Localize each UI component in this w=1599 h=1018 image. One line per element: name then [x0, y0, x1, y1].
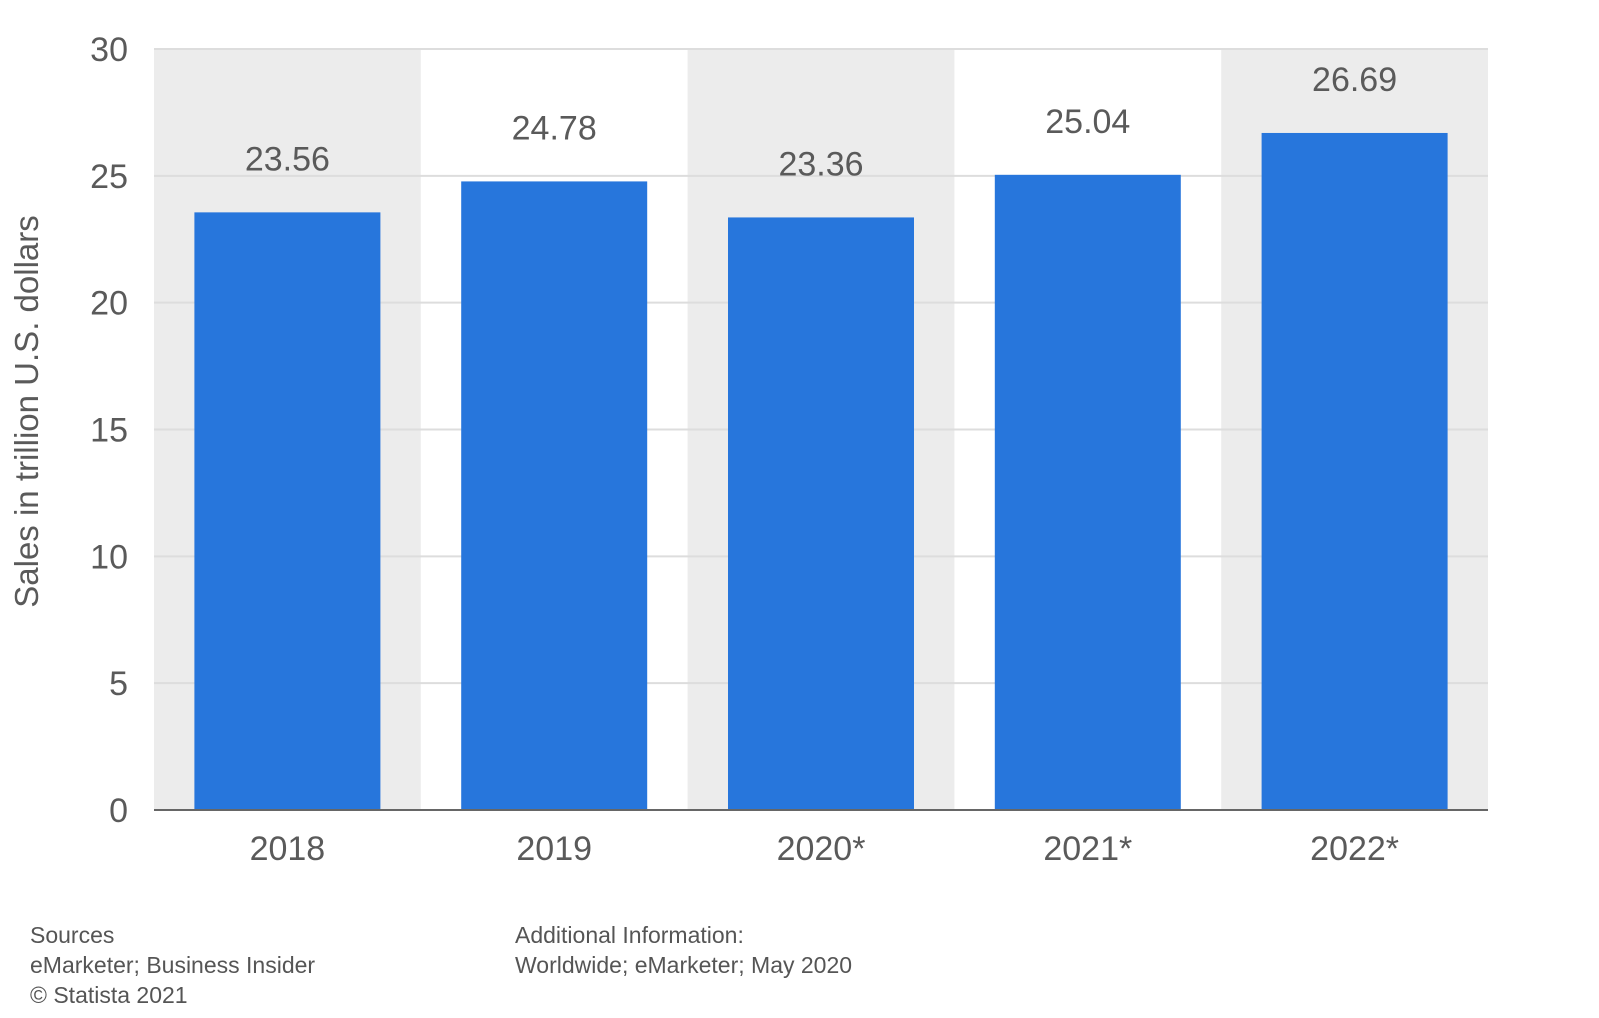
bar-chart: 23.56 24.78 23.36 25.04 26.69 0 5 10 15 20 25 30 2…	[8, 31, 1488, 868]
y-tick-label: 20	[90, 285, 128, 323]
value-label: 23.56	[245, 140, 330, 178]
value-labels: 23.56 24.78 23.36 25.04 26.69	[245, 61, 1397, 183]
sources-block: Sources eMarketer; Business Insider © St…	[30, 920, 315, 1010]
copyright-text: © Statista 2021	[30, 982, 188, 1008]
x-tick-label: 2018	[250, 830, 326, 868]
bar-2022	[1261, 132, 1448, 810]
y-axis-title: Sales in trillion U.S. dollars	[8, 215, 45, 608]
y-tick-label: 0	[109, 792, 128, 830]
y-tick-label: 5	[109, 665, 128, 703]
x-tick-label: 2022*	[1310, 830, 1399, 868]
bar-2020	[728, 217, 914, 810]
additional-info-heading: Additional Information:	[515, 922, 744, 948]
additional-info-text: Worldwide; eMarketer; May 2020	[515, 952, 853, 978]
x-axis-ticks: 2018 2019 2020* 2021* 2022*	[250, 830, 1399, 868]
value-label: 25.04	[1045, 103, 1130, 141]
x-tick-label: 2019	[516, 830, 592, 868]
x-tick-label: 2021*	[1043, 830, 1132, 868]
y-tick-label: 25	[90, 158, 128, 196]
y-tick-label: 15	[90, 412, 128, 450]
value-label: 23.36	[778, 145, 863, 183]
bars	[194, 132, 1448, 810]
y-axis-ticks: 0 5 10 15 20 25 30	[90, 31, 128, 830]
sources-heading: Sources	[30, 922, 115, 948]
value-label: 24.78	[512, 109, 597, 147]
value-label: 26.69	[1312, 61, 1397, 99]
additional-info-block: Additional Information: Worldwide; eMark…	[515, 920, 852, 980]
bar-2021	[994, 174, 1181, 810]
bar-2019	[461, 181, 648, 810]
y-tick-label: 10	[90, 538, 128, 576]
sources-text: eMarketer; Business Insider	[30, 952, 316, 978]
bar-2018	[194, 212, 381, 810]
y-tick-label: 30	[90, 31, 128, 69]
x-tick-label: 2020*	[777, 830, 866, 868]
